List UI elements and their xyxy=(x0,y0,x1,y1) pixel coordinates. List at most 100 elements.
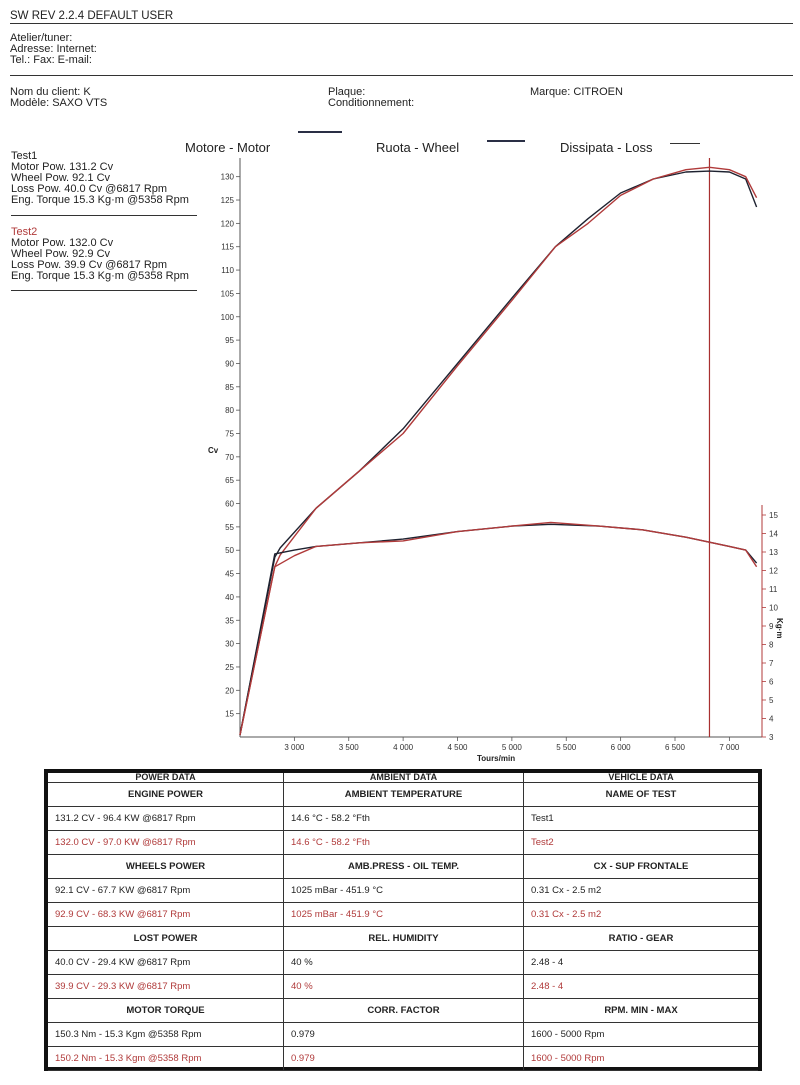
table-cell: 1600 - 5000 Rpm xyxy=(531,1029,605,1040)
y-axis-label: Cv xyxy=(208,446,219,455)
test-divider-2 xyxy=(11,290,197,291)
legend-motor-swatch xyxy=(298,131,342,133)
x-tick-label: 3 500 xyxy=(339,743,360,752)
x-tick-label: 5 500 xyxy=(556,743,577,752)
y2-tick-label: 13 xyxy=(769,548,778,557)
power-data-header: POWER DATA xyxy=(48,773,284,782)
y2-tick-label: 15 xyxy=(769,511,778,520)
table-cell: 0.31 Cx - 2.5 m2 xyxy=(531,885,602,896)
y2-tick-label: 10 xyxy=(769,604,778,613)
test1-wheel-power: Wheel Pow. 92.1 Cv xyxy=(11,172,111,184)
y-tick-label: 60 xyxy=(225,500,234,509)
test1-torque-curve xyxy=(239,523,758,736)
y2-tick-label: 11 xyxy=(769,585,778,594)
data-lines xyxy=(239,166,758,736)
adresse-label: Adresse: Internet: xyxy=(10,43,97,55)
y-tick-label: 100 xyxy=(221,313,235,322)
legend-wheel-swatch xyxy=(487,140,525,142)
software-revision: SW REV 2.2.4 DEFAULT USER xyxy=(10,10,174,22)
table-cell: 132.0 CV - 97.0 KW @6817 Rpm xyxy=(48,831,284,854)
table-cell: 14.6 °C - 58.2 °Fth xyxy=(284,831,524,854)
table-cell: Test1 xyxy=(531,813,554,824)
y-tick-label: 50 xyxy=(225,546,234,555)
vehicle-data-header: VEHICLE DATA xyxy=(608,773,674,782)
table-row: 131.2 CV - 96.4 KW @6817 Rpm 14.6 °C - 58… xyxy=(48,807,758,831)
power-torque-chart: 1520253035404550556065707580859095100105… xyxy=(208,158,784,763)
y-tick-label: 65 xyxy=(225,476,234,485)
client-name: Nom du client: K xyxy=(10,86,91,98)
table-section-header: LOST POWER REL. HUMIDITY RATIO - GEAR xyxy=(48,927,758,951)
table-cell: 1600 - 5000 Rpm xyxy=(531,1053,605,1064)
y-tick-label: 130 xyxy=(221,173,235,182)
y-tick-label: 120 xyxy=(221,219,235,228)
table-header-cell: RPM. MIN - MAX xyxy=(604,1005,678,1016)
test-divider-1 xyxy=(11,215,197,216)
table-cell: 1025 mBar - 451.9 °C xyxy=(284,879,524,902)
test2-loss-power: Loss Pow. 39.9 Cv @6817 Rpm xyxy=(11,259,168,271)
dyno-data-table: POWER DATA AMBIENT DATA VEHICLE DATA ENG… xyxy=(44,769,762,1071)
y-tick-label: 35 xyxy=(225,616,234,625)
header-rule-top xyxy=(10,23,793,24)
y-tick-label: 80 xyxy=(225,406,234,415)
x-tick-label: 4 500 xyxy=(447,743,468,752)
table-cell: 131.2 CV - 96.4 KW @6817 Rpm xyxy=(48,807,284,830)
table-header-cell: WHEELS POWER xyxy=(48,855,284,878)
axis-ticks: 1520253035404550556065707580859095100105… xyxy=(221,158,778,752)
tel-label: Tel.: Fax: E-mail: xyxy=(10,54,92,66)
table-header-cell: NAME OF TEST xyxy=(605,789,677,800)
test2-power-curve xyxy=(239,166,758,735)
x-tick-label: 5 000 xyxy=(502,743,523,752)
table-row: 40.0 CV - 29.4 KW @6817 Rpm 40 % 2.48 - 4 xyxy=(48,951,758,975)
y-tick-label: 55 xyxy=(225,523,234,532)
table-section-header: WHEELS POWER AMB.PRESS - OIL TEMP. CX - SU… xyxy=(48,855,758,879)
y-tick-label: 105 xyxy=(221,289,235,298)
y-tick-label: 95 xyxy=(225,336,234,345)
test1-engine-torque: Eng. Torque 15.3 Kg·m @5358 Rpm xyxy=(11,194,189,206)
header-rule-bottom xyxy=(10,75,793,76)
table-cell: 14.6 °C - 58.2 °Fth xyxy=(284,807,524,830)
table-cell: 0.31 Cx - 2.5 m2 xyxy=(531,909,602,920)
y2-axis-label: Kg·m xyxy=(775,618,784,638)
y-tick-label: 75 xyxy=(225,429,234,438)
y2-tick-label: 5 xyxy=(769,696,774,705)
x-tick-label: 3 000 xyxy=(284,743,305,752)
table-cell: 39.9 CV - 29.3 KW @6817 Rpm xyxy=(48,975,284,998)
table-section-header: ENGINE POWER AMBIENT TEMPERATURE NAME OF T… xyxy=(48,783,758,807)
table-header-cell: REL. HUMIDITY xyxy=(284,927,524,950)
table-cell: 92.1 CV - 67.7 KW @6817 Rpm xyxy=(48,879,284,902)
test2-motor-power: Motor Pow. 132.0 Cv xyxy=(11,237,114,249)
x-tick-label: 4 000 xyxy=(393,743,414,752)
table-cell: Test2 xyxy=(531,837,554,848)
test2-engine-torque: Eng. Torque 15.3 Kg·m @5358 Rpm xyxy=(11,270,189,282)
table-header-cell: MOTOR TORQUE xyxy=(48,999,284,1022)
brand-name: Marque: CITROEN xyxy=(530,86,623,98)
y-tick-label: 85 xyxy=(225,383,234,392)
legend-loss: Dissipata - Loss xyxy=(560,140,653,155)
table-header-cell: CX - SUP FRONTALE xyxy=(593,861,689,872)
y-tick-label: 110 xyxy=(221,266,234,275)
x-axis-label: Tours/min xyxy=(477,754,515,763)
test2-wheel-power: Wheel Pow. 92.9 Cv xyxy=(11,248,111,260)
legend-wheel: Ruota - Wheel xyxy=(376,140,460,155)
table-row: 132.0 CV - 97.0 KW @6817 Rpm 14.6 °C - 58… xyxy=(48,831,758,855)
y2-tick-label: 8 xyxy=(769,641,774,650)
y2-tick-label: 3 xyxy=(769,733,774,742)
table-cell: 40 % xyxy=(284,951,524,974)
x-tick-label: 6 500 xyxy=(665,743,686,752)
table-row: 92.9 CV - 68.3 KW @6817 Rpm 1025 mBar - 4… xyxy=(48,903,758,927)
test1-title: Test1 xyxy=(11,150,38,162)
y2-tick-label: 12 xyxy=(769,567,778,576)
legend-loss-swatch xyxy=(670,143,700,144)
conditionnement-label: Conditionnement: xyxy=(328,97,415,109)
test2-title: Test2 xyxy=(11,226,38,238)
y-tick-label: 25 xyxy=(225,663,234,672)
plaque-label: Plaque: xyxy=(328,86,366,98)
y-tick-label: 70 xyxy=(225,453,234,462)
y2-tick-label: 9 xyxy=(769,622,774,631)
y-tick-label: 125 xyxy=(221,196,235,205)
table-cell: 0.979 xyxy=(284,1023,524,1046)
table-cell: 40 % xyxy=(284,975,524,998)
legend-motor: Motore - Motor xyxy=(185,140,271,155)
table-header-cell: ENGINE POWER xyxy=(48,783,284,806)
table-section-header: MOTOR TORQUE CORR. FACTOR RPM. MIN - MAX xyxy=(48,999,758,1023)
